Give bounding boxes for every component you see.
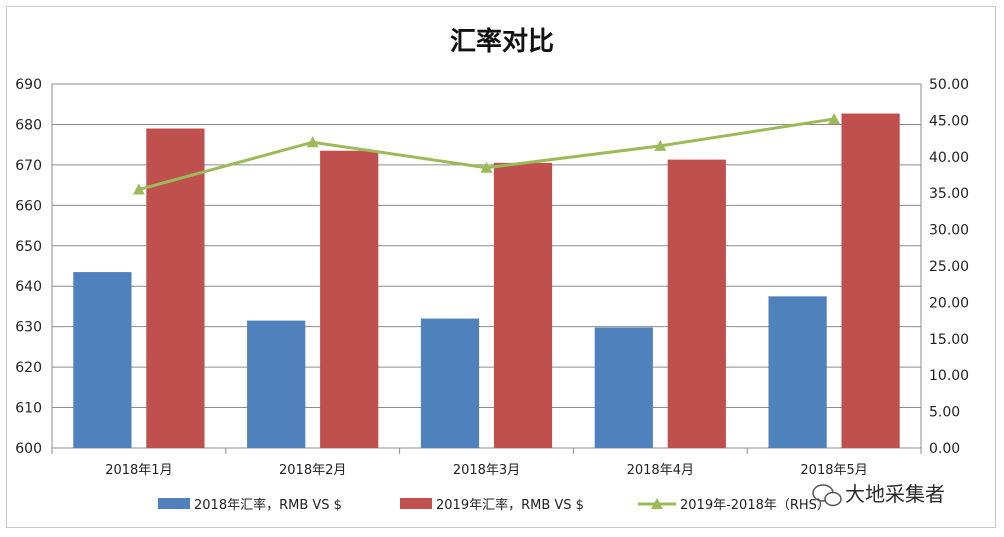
right-tick-label: 10.00: [929, 368, 969, 384]
chart-title: 汇率对比: [450, 26, 554, 57]
right-tick-label: 0.00: [929, 441, 960, 457]
bar-2019: [146, 128, 205, 448]
left-tick-label: 690: [15, 77, 42, 93]
right-tick-label: 35.00: [929, 186, 969, 202]
bar-2018: [247, 320, 306, 448]
difference-line: [132, 112, 841, 195]
right-tick-label: 30.00: [929, 223, 969, 239]
category-label: 2018年1月: [105, 463, 172, 478]
left-tick-label: 620: [15, 360, 42, 376]
bar-2019: [320, 150, 379, 448]
legend-swatch: [400, 498, 432, 509]
bar-2018: [73, 272, 132, 448]
watermark: 大地采集者: [812, 482, 945, 507]
right-tick-label: 15.00: [929, 332, 969, 348]
right-tick-label: 50.00: [929, 77, 969, 93]
wechat-icon: [812, 484, 842, 507]
right-tick-label: 40.00: [929, 150, 969, 166]
difference-point-marker: [132, 183, 145, 195]
category-label: 2018年4月: [627, 463, 694, 478]
difference-polyline: [138, 117, 835, 192]
left-tick-label: 610: [15, 401, 42, 417]
legend-swatch: [158, 498, 190, 509]
category-label: 2018年3月: [453, 463, 520, 478]
watermark-text: 大地采集者: [845, 482, 945, 506]
right-axis-ticks: 0.00 5.00 10.00 15.00 20.00 25.00 30.00 35.00 40…: [929, 77, 969, 457]
bar-2019: [493, 162, 553, 448]
right-tick-label: 5.00: [929, 405, 960, 421]
bar-2018: [768, 296, 827, 448]
difference-point-marker: [306, 136, 319, 148]
legend-label: 2018年汇率，RMB VS $: [194, 497, 342, 513]
left-axis-ticks: 600 610 620 630 640 650 660 670 680 690: [15, 77, 42, 457]
difference-point-marker: [828, 112, 841, 124]
bar-2019: [667, 159, 726, 448]
right-tick-label: 20.00: [929, 295, 969, 311]
bar-2018: [594, 327, 653, 448]
right-tick-label: 25.00: [929, 259, 969, 275]
bars: [73, 113, 900, 448]
right-tick-label: 45.00: [929, 113, 969, 129]
bar-2018: [420, 318, 480, 448]
legend-label: 2019年-2018年（RHS）: [680, 498, 830, 513]
left-tick-label: 670: [15, 158, 42, 174]
left-tick-label: 650: [15, 239, 42, 255]
left-tick-label: 680: [15, 117, 42, 133]
legend-marker: [651, 498, 663, 509]
difference-point-marker: [480, 161, 493, 173]
category-labels: 2018年1月 2018年2月 2018年3月 2018年4月 2018年5月: [105, 463, 868, 478]
bar-2019: [841, 113, 900, 448]
left-tick-label: 630: [15, 320, 42, 336]
legend-label: 2019年汇率，RMB VS $: [436, 497, 584, 513]
legend: 2018年汇率，RMB VS $ 2019年汇率，RMB VS $ 2019年-20…: [158, 497, 830, 513]
left-tick-label: 600: [15, 441, 42, 457]
difference-point-marker: [654, 139, 667, 151]
category-label: 2018年5月: [800, 463, 867, 478]
category-label: 2018年2月: [279, 463, 346, 478]
left-tick-label: 640: [15, 279, 42, 295]
left-tick-label: 660: [15, 198, 42, 214]
